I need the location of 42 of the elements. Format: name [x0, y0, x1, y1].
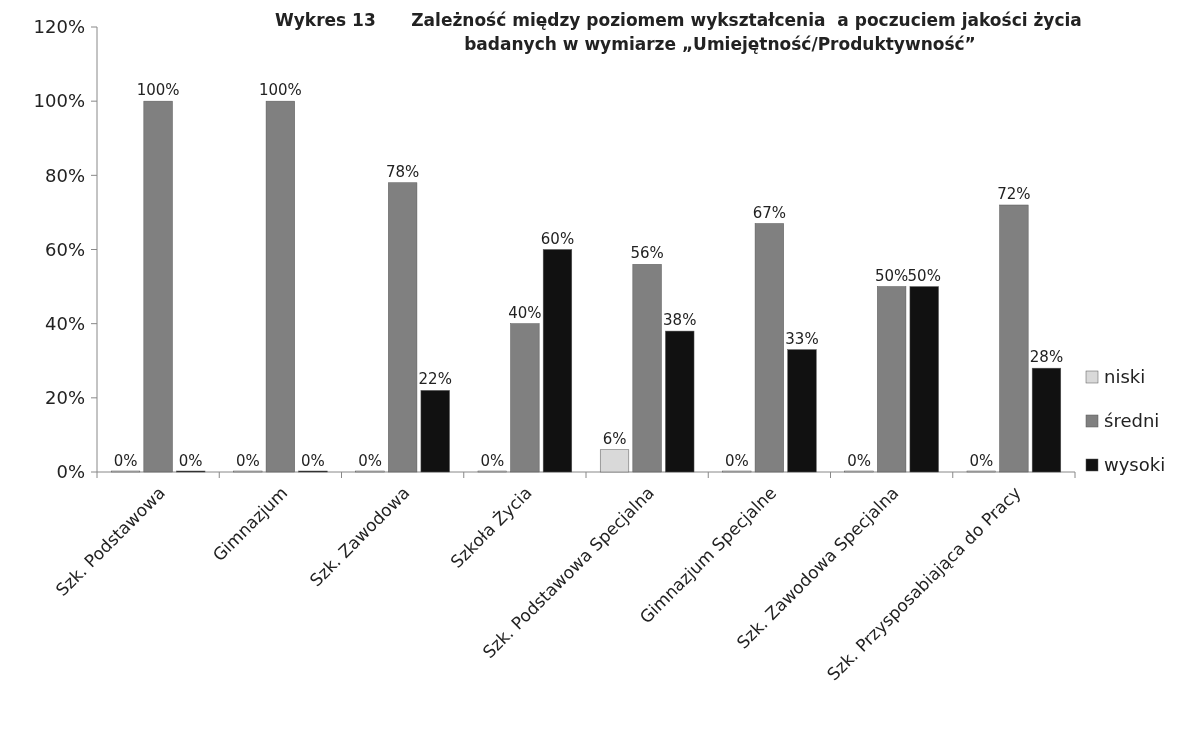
y-tick-label: 0% [56, 461, 85, 483]
data-label: 60% [540, 229, 575, 248]
bar [909, 286, 939, 473]
data-label: 0% [113, 452, 138, 470]
y-tick-label: 40% [44, 312, 85, 334]
data-label: 33% [785, 329, 819, 348]
legend-label: średni [1104, 410, 1160, 432]
data-label: 0% [235, 452, 260, 470]
data-label: 0% [480, 452, 505, 470]
bar [599, 449, 630, 473]
bar [1031, 367, 1062, 473]
data-label: 56% [630, 244, 664, 263]
data-label: 50% [907, 266, 941, 285]
data-label: 0% [724, 452, 749, 470]
bar [542, 249, 573, 473]
y-tick-label: 120% [33, 16, 85, 38]
y-tick-label: 100% [33, 90, 85, 112]
y-tick-label: 60% [44, 238, 85, 260]
data-label: 50% [874, 266, 909, 285]
data-label: 0% [178, 452, 203, 470]
legend-label: wysoki [1104, 454, 1166, 476]
bar [665, 330, 695, 473]
data-label: 72% [997, 185, 1031, 203]
data-label: 0% [847, 452, 871, 470]
data-label: 100% [258, 81, 302, 100]
data-label: 6% [602, 429, 627, 448]
bar [420, 390, 450, 473]
data-label: 0% [969, 452, 994, 470]
data-label: 67% [752, 203, 787, 222]
data-label: 22% [418, 370, 452, 389]
data-label: 0% [358, 452, 382, 470]
data-label: 28% [1029, 348, 1064, 367]
data-label: 78% [385, 162, 420, 181]
data-label: 40% [508, 303, 542, 322]
data-label: 0% [301, 452, 325, 470]
chart-title: Wykres 13 Zależność między poziomem wykształcenia a poczuciem jakości życia badanych w wymiarze „Umiejętność/Produktywność” [275, 10, 1082, 54]
y-tick-label: 20% [44, 387, 85, 409]
bar [787, 349, 817, 473]
y-tick-label: 80% [44, 164, 85, 186]
data-label: 100% [136, 81, 180, 100]
data-label: 38% [663, 311, 697, 330]
legend-label: niski [1104, 366, 1146, 388]
